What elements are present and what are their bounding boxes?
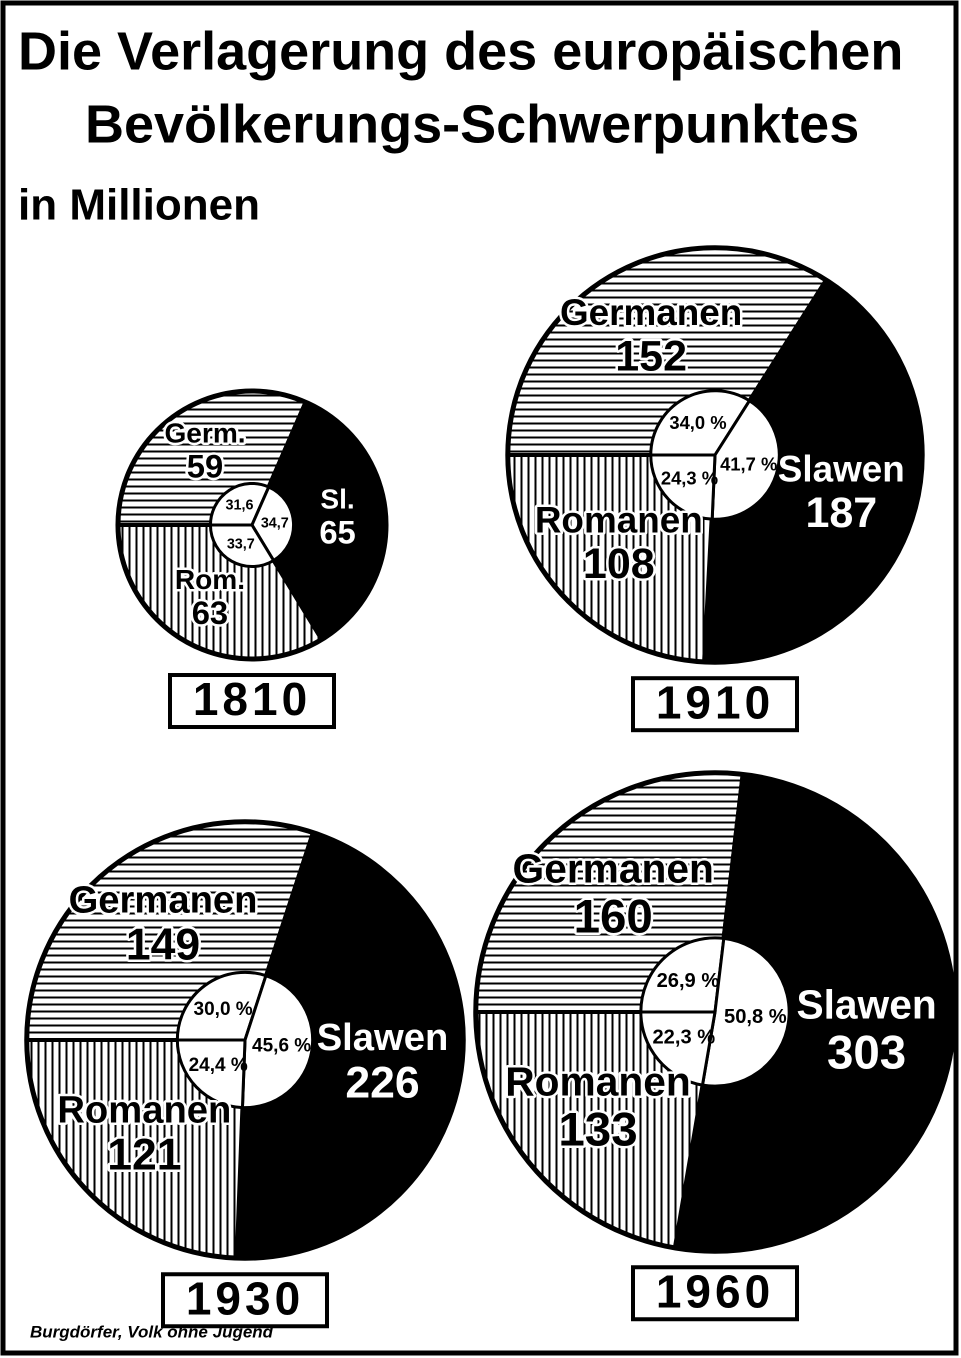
share-label: 33,7: [227, 537, 255, 553]
category-label: Germanen: [69, 878, 258, 921]
year-label: 1910: [656, 676, 774, 728]
share-label: 26,9 %: [657, 970, 720, 992]
value-label: 63: [192, 594, 228, 631]
year-label: 1810: [193, 673, 311, 725]
category-label: Slawen: [796, 981, 936, 1027]
share-label: 50,8 %: [724, 1006, 787, 1028]
share-label: 34,7: [261, 515, 289, 531]
share-label: 24,4 %: [189, 1055, 248, 1076]
share-wedge: [700, 936, 791, 1088]
share-label: 34,0 %: [669, 412, 726, 433]
category-label: Romanen: [57, 1088, 231, 1131]
share-wedge: [639, 1010, 717, 1087]
value-label: 65: [319, 513, 355, 550]
share-wedge: [208, 523, 276, 568]
value-label: 108: [583, 540, 655, 588]
category-label: Germ.: [164, 418, 245, 449]
category-label: Romanen: [505, 1058, 690, 1104]
title-line: Bevölkerungs-Schwerpunktes: [85, 94, 859, 154]
value-label: 152: [615, 332, 687, 380]
value-label: 160: [574, 891, 653, 944]
share-wedge: [710, 398, 781, 521]
share-label: 31,6: [226, 498, 254, 514]
share-wedge: [250, 484, 296, 563]
value-label: 59: [187, 447, 223, 484]
category-label: Rom.: [175, 564, 245, 595]
share-wedge: [649, 453, 717, 521]
share-wedge: [639, 936, 726, 1014]
pie-outline: [24, 819, 466, 1261]
year-box: [631, 676, 799, 733]
category-label: Germanen: [513, 845, 714, 891]
category-label: Sl.: [320, 484, 354, 515]
share-label: 24,3 %: [661, 467, 718, 488]
category-label: Slawen: [317, 1016, 449, 1059]
year-label: 1960: [656, 1265, 774, 1317]
share-wedge: [175, 970, 268, 1042]
year-label: 1930: [186, 1272, 304, 1324]
category-label: Slawen: [778, 448, 905, 489]
year-box: [168, 673, 336, 730]
value-label: 133: [558, 1104, 637, 1157]
category-label: Romanen: [535, 499, 703, 540]
subtitle: in Millionen: [18, 181, 260, 230]
share-wedge: [208, 481, 271, 527]
value-label: 121: [107, 1131, 181, 1180]
share-label: 45,6 %: [252, 1036, 311, 1057]
share-wedge: [240, 973, 315, 1110]
share-label: 30,0 %: [194, 999, 253, 1020]
category-label: Germanen: [560, 292, 742, 333]
value-label: 149: [126, 921, 200, 970]
pie-outline: [115, 388, 389, 662]
pie-outline: [505, 245, 925, 665]
share-wedge: [175, 1038, 247, 1110]
share-label: 41,7 %: [720, 453, 777, 474]
year-box: [161, 1272, 329, 1329]
value-label: 187: [805, 489, 877, 537]
pie-outline: [473, 770, 957, 1254]
value-label: 226: [345, 1058, 419, 1107]
title-line: Die Verlagerung des europäischen: [18, 21, 903, 81]
year-box: [631, 1265, 799, 1322]
value-label: 303: [827, 1027, 906, 1080]
share-label: 22,3 %: [652, 1027, 715, 1049]
